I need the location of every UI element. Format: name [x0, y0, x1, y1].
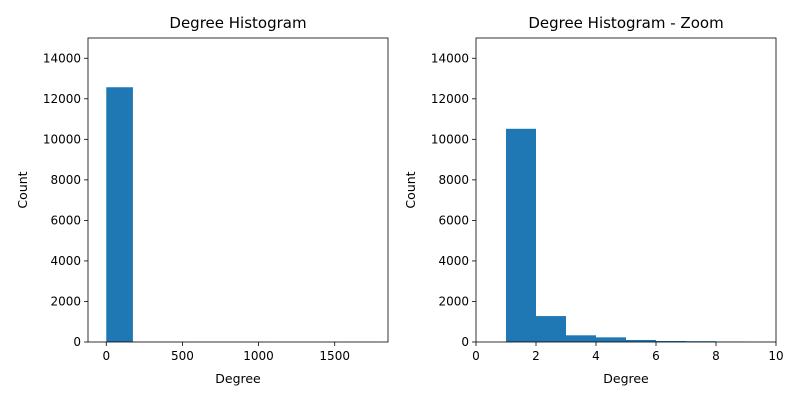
- x-tick-label: 0: [472, 349, 480, 363]
- y-tick-label: 0: [461, 335, 469, 349]
- histogram-bar: [566, 335, 596, 342]
- y-axis-ticks: 0 2000 4000 6000 8000 10000 12000 14000: [43, 51, 88, 349]
- bars: [506, 128, 776, 342]
- y-tick-label: 2000: [438, 294, 469, 308]
- y-tick-label: 12000: [431, 92, 469, 106]
- x-tick-label: 500: [171, 349, 194, 363]
- y-tick-label: 6000: [438, 213, 469, 227]
- chart-title: Degree Histogram - Zoom: [528, 14, 723, 32]
- plot-frame: [87, 37, 389, 343]
- y-tick-label: 14000: [43, 51, 81, 65]
- bars: [106, 87, 373, 342]
- x-axis-ticks: 0 2 4 6 8 10: [472, 342, 784, 363]
- y-tick-label: 14000: [431, 51, 469, 65]
- x-tick-label: 0: [102, 349, 110, 363]
- histogram-bar: [656, 340, 686, 342]
- x-tick-label: 1500: [319, 349, 350, 363]
- histogram-bar: [596, 337, 626, 342]
- y-tick-label: 8000: [438, 173, 469, 187]
- y-axis-label: Count: [403, 171, 418, 208]
- x-axis-ticks: 0 500 1000 1500: [102, 342, 350, 363]
- histogram-bar: [506, 128, 536, 342]
- y-tick-label: 4000: [50, 254, 81, 268]
- x-tick-label: 6: [652, 349, 660, 363]
- y-tick-label: 10000: [431, 132, 469, 146]
- y-tick-label: 12000: [43, 92, 81, 106]
- x-tick-label: 4: [592, 349, 600, 363]
- y-tick-label: 6000: [50, 213, 81, 227]
- x-axis-label: Degree: [215, 371, 261, 386]
- y-axis-ticks: 0 2000 4000 6000 8000 10000 12000 14000: [431, 51, 476, 349]
- histogram-bar: [106, 87, 133, 342]
- x-tick-label: 10: [768, 349, 783, 363]
- degree-histogram-chart: Degree Histogram 02000400060008000100001…: [15, 14, 389, 386]
- x-tick-label: 1000: [243, 349, 274, 363]
- histogram-bar: [686, 341, 716, 342]
- histogram-bar: [536, 316, 566, 342]
- y-tick-label: 10000: [43, 132, 81, 146]
- degree-histogram-zoom-chart: Degree Histogram - Zoom 0200040006000800…: [403, 14, 784, 386]
- y-tick-label: 8000: [50, 173, 81, 187]
- histogram-bar: [626, 339, 656, 342]
- chart-title: Degree Histogram: [169, 14, 306, 32]
- y-axis-label: Count: [15, 171, 30, 208]
- x-tick-label: 2: [532, 349, 540, 363]
- x-tick-label: 8: [712, 349, 720, 363]
- x-axis-label: Degree: [603, 371, 649, 386]
- y-tick-label: 0: [73, 335, 81, 349]
- y-tick-label: 4000: [438, 254, 469, 268]
- plot-frame: [475, 37, 777, 343]
- y-tick-label: 2000: [50, 294, 81, 308]
